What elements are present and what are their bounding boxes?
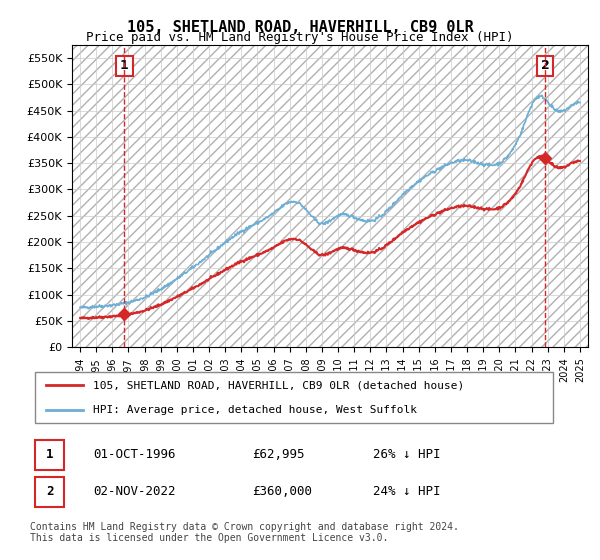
- Text: Price paid vs. HM Land Registry's House Price Index (HPI): Price paid vs. HM Land Registry's House …: [86, 31, 514, 44]
- Text: 24% ↓ HPI: 24% ↓ HPI: [373, 485, 440, 498]
- Text: 02-NOV-2022: 02-NOV-2022: [94, 485, 176, 498]
- Text: 1: 1: [120, 59, 129, 72]
- Text: 2: 2: [541, 59, 550, 72]
- Text: 26% ↓ HPI: 26% ↓ HPI: [373, 448, 440, 461]
- Text: £62,995: £62,995: [252, 448, 304, 461]
- Text: HPI: Average price, detached house, West Suffolk: HPI: Average price, detached house, West…: [94, 405, 418, 415]
- Text: 2: 2: [46, 485, 53, 498]
- FancyBboxPatch shape: [35, 440, 64, 470]
- Text: £360,000: £360,000: [252, 485, 312, 498]
- Text: Contains HM Land Registry data © Crown copyright and database right 2024.
This d: Contains HM Land Registry data © Crown c…: [30, 521, 459, 543]
- Text: 1: 1: [46, 448, 53, 461]
- Text: 01-OCT-1996: 01-OCT-1996: [94, 448, 176, 461]
- Text: 105, SHETLAND ROAD, HAVERHILL, CB9 0LR: 105, SHETLAND ROAD, HAVERHILL, CB9 0LR: [127, 20, 473, 35]
- FancyBboxPatch shape: [35, 477, 64, 507]
- Bar: [72, 45, 588, 347]
- Text: 105, SHETLAND ROAD, HAVERHILL, CB9 0LR (detached house): 105, SHETLAND ROAD, HAVERHILL, CB9 0LR (…: [94, 380, 464, 390]
- FancyBboxPatch shape: [35, 372, 553, 423]
